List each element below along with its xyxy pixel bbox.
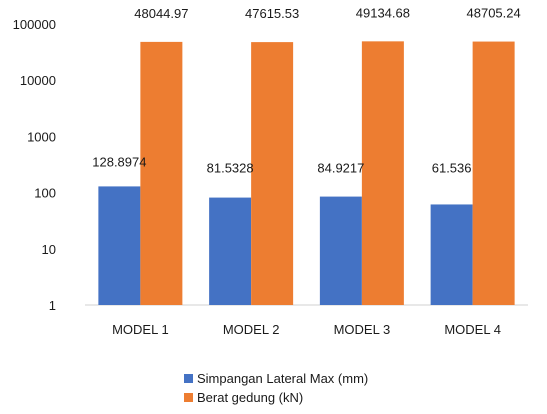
bar-berat-2 bbox=[251, 42, 293, 305]
x-category-label: MODEL 3 bbox=[334, 322, 391, 337]
data-label: 61.536 bbox=[432, 161, 472, 176]
y-tick-label: 1000 bbox=[27, 129, 56, 144]
legend-label: Simpangan Lateral Max (mm) bbox=[197, 371, 368, 386]
x-axis-labels: MODEL 1 MODEL 2 MODEL 3 MODEL 4 bbox=[112, 322, 501, 337]
data-label: 128.8974 bbox=[92, 154, 146, 169]
x-category-label: MODEL 1 bbox=[112, 322, 169, 337]
legend-swatch bbox=[184, 374, 193, 383]
bar-simpangan-4 bbox=[431, 204, 473, 305]
data-label: 84.9217 bbox=[317, 161, 364, 176]
y-tick-label: 100000 bbox=[13, 17, 56, 32]
y-tick-label: 100 bbox=[34, 186, 56, 201]
y-axis-ticks: 1 10 100 1000 10000 100000 bbox=[13, 17, 56, 313]
x-category-label: MODEL 4 bbox=[444, 322, 501, 337]
legend: Simpangan Lateral Max (mm) Berat gedung (… bbox=[184, 371, 368, 405]
data-label: 49134.68 bbox=[356, 5, 410, 20]
bar-berat-4 bbox=[473, 42, 515, 305]
data-label: 48044.97 bbox=[134, 6, 188, 21]
y-tick-label: 1 bbox=[49, 298, 56, 313]
data-label: 81.5328 bbox=[207, 161, 254, 176]
x-category-label: MODEL 2 bbox=[223, 322, 280, 337]
bar-berat-1 bbox=[140, 42, 182, 305]
bar-simpangan-3 bbox=[320, 197, 362, 305]
bar-simpangan-2 bbox=[209, 198, 251, 305]
y-tick-label: 10000 bbox=[20, 73, 56, 88]
legend-label: Berat gedung (kN) bbox=[197, 390, 303, 405]
legend-swatch bbox=[184, 393, 193, 402]
bar-simpangan-1 bbox=[98, 186, 140, 305]
bar-berat-3 bbox=[362, 41, 404, 305]
data-label: 48705.24 bbox=[467, 6, 521, 21]
y-tick-label: 10 bbox=[42, 242, 56, 257]
data-label: 47615.53 bbox=[245, 6, 299, 21]
